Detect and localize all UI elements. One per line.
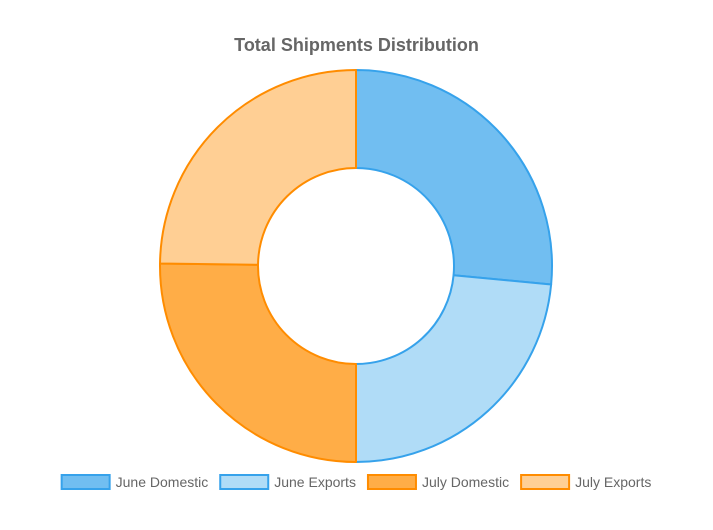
legend-swatch <box>520 474 571 490</box>
legend-swatch <box>366 474 417 490</box>
chart-legend: June Domestic June Exports July Domestic Ju… <box>60 474 651 490</box>
slice-july-exports[interactable] <box>159 69 357 266</box>
legend-label: June Exports <box>274 474 356 490</box>
slice-july-domestic[interactable] <box>159 262 357 463</box>
legend-item-july-domestic[interactable]: July Domestic <box>366 474 509 490</box>
legend-label: July Exports <box>575 474 651 490</box>
legend-swatch <box>219 474 270 490</box>
legend-label: June Domestic <box>116 474 209 490</box>
chart-title: Total Shipments Distribution <box>234 35 479 55</box>
legend-item-june-exports[interactable]: June Exports <box>219 474 356 490</box>
legend-item-june-domestic[interactable]: June Domestic <box>60 474 209 490</box>
legend-swatch <box>60 474 111 490</box>
slice-june-domestic[interactable] <box>355 69 553 286</box>
slice-june-exports[interactable] <box>355 274 553 463</box>
doughnut-slices <box>159 69 553 463</box>
legend-item-july-exports[interactable]: July Exports <box>520 474 651 490</box>
legend-label: July Domestic <box>422 474 509 490</box>
